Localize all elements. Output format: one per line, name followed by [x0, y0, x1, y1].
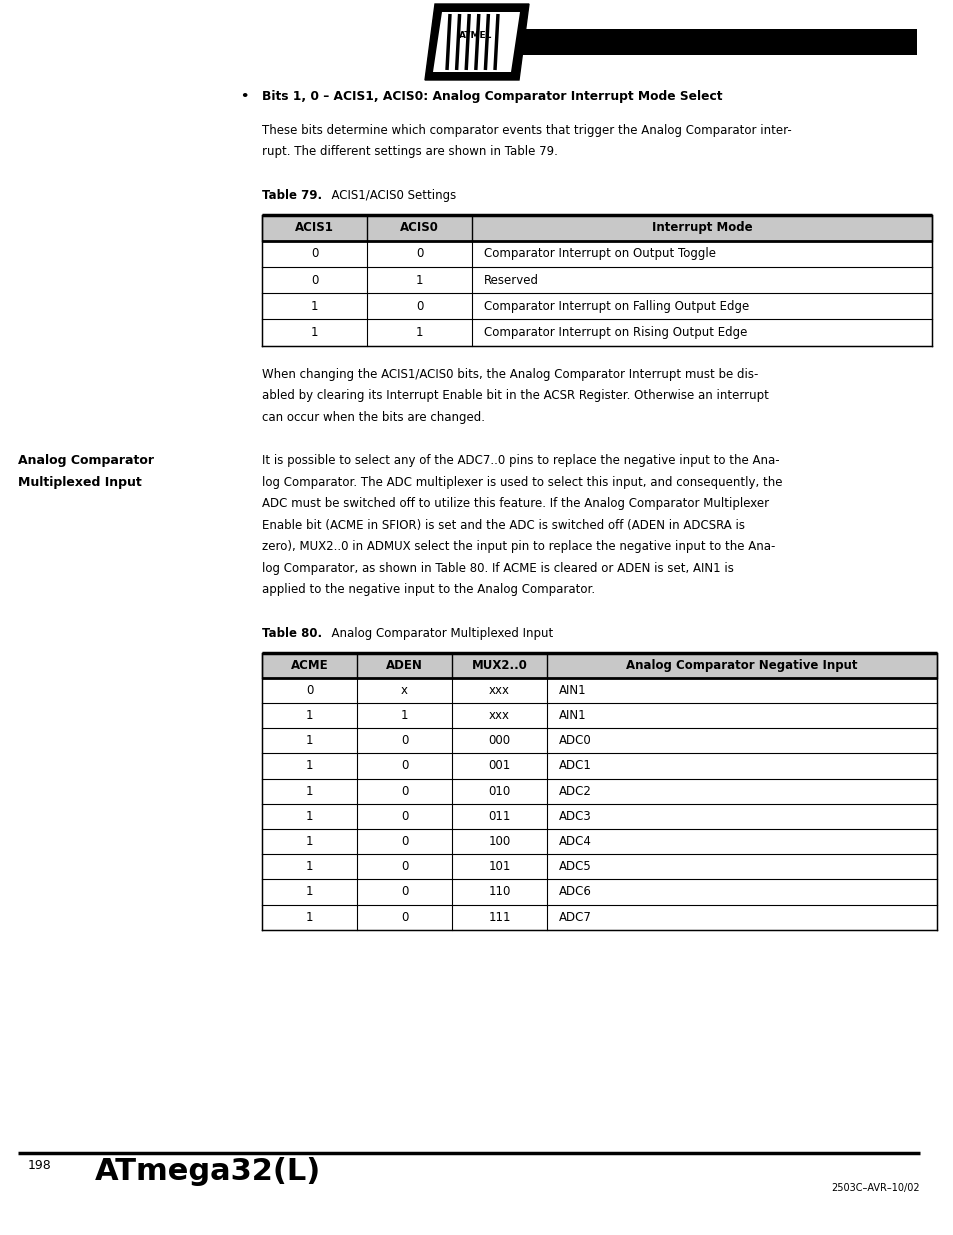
Text: 0: 0	[400, 784, 408, 798]
Text: applied to the negative input to the Analog Comparator.: applied to the negative input to the Ana…	[262, 583, 595, 597]
Text: Multiplexed Input: Multiplexed Input	[18, 475, 142, 489]
Text: xxx: xxx	[489, 684, 510, 697]
Text: ADC5: ADC5	[558, 861, 591, 873]
Text: Comparator Interrupt on Output Toggle: Comparator Interrupt on Output Toggle	[483, 247, 716, 261]
Text: ATMEL: ATMEL	[458, 31, 492, 40]
Text: 0: 0	[416, 300, 423, 312]
Text: 100: 100	[488, 835, 510, 848]
Text: Table 80.: Table 80.	[262, 626, 322, 640]
Text: 198: 198	[28, 1158, 51, 1172]
Text: xxx: xxx	[489, 709, 510, 722]
Text: ADC3: ADC3	[558, 810, 591, 823]
Text: 1: 1	[305, 784, 313, 798]
Text: ACIS1: ACIS1	[294, 221, 334, 235]
Text: When changing the ACIS1/ACIS0 bits, the Analog Comparator Interrupt must be dis-: When changing the ACIS1/ACIS0 bits, the …	[262, 368, 758, 380]
Text: abled by clearing its Interrupt Enable bit in the ACSR Register. Otherwise an in: abled by clearing its Interrupt Enable b…	[262, 389, 768, 403]
Text: 1: 1	[305, 910, 313, 924]
Text: 1: 1	[416, 326, 423, 338]
Text: 1: 1	[305, 734, 313, 747]
Polygon shape	[424, 4, 529, 80]
Text: 0: 0	[311, 247, 318, 261]
Text: It is possible to select any of the ADC7..0 pins to replace the negative input t: It is possible to select any of the ADC7…	[262, 454, 779, 467]
Bar	[521, 30, 916, 56]
Text: Analog Comparator: Analog Comparator	[18, 454, 153, 467]
Text: 110: 110	[488, 885, 510, 898]
Bar	[262, 652, 936, 678]
Text: ATmega32(L): ATmega32(L)	[95, 1157, 321, 1186]
Text: 0: 0	[400, 885, 408, 898]
Text: Comparator Interrupt on Falling Output Edge: Comparator Interrupt on Falling Output E…	[483, 300, 748, 312]
Text: log Comparator, as shown in Table 80. If ACME is cleared or ADEN is set, AIN1 is: log Comparator, as shown in Table 80. If…	[262, 562, 733, 574]
Text: 001: 001	[488, 760, 510, 772]
Text: 0: 0	[400, 835, 408, 848]
Text: Interrupt Mode: Interrupt Mode	[651, 221, 752, 235]
Text: 1: 1	[311, 326, 318, 338]
Text: 0: 0	[416, 247, 423, 261]
Text: ACME: ACME	[291, 658, 328, 672]
Polygon shape	[433, 12, 519, 72]
Text: 1: 1	[305, 760, 313, 772]
Text: 0: 0	[400, 861, 408, 873]
Text: Comparator Interrupt on Rising Output Edge: Comparator Interrupt on Rising Output Ed…	[483, 326, 746, 338]
Text: Table 79.: Table 79.	[262, 189, 322, 201]
Text: 0: 0	[311, 273, 318, 287]
Text: ADC0: ADC0	[558, 734, 591, 747]
Text: ACIS0: ACIS0	[399, 221, 438, 235]
Text: 1: 1	[416, 273, 423, 287]
Text: ACIS1/ACIS0 Settings: ACIS1/ACIS0 Settings	[324, 189, 456, 201]
Text: ®: ®	[512, 69, 517, 74]
Text: Reserved: Reserved	[483, 273, 538, 287]
Text: zero), MUX2..0 in ADMUX select the input pin to replace the negative input to th: zero), MUX2..0 in ADMUX select the input…	[262, 540, 775, 553]
Text: log Comparator. The ADC multiplexer is used to select this input, and consequent: log Comparator. The ADC multiplexer is u…	[262, 475, 781, 489]
Text: 1: 1	[305, 885, 313, 898]
Text: Enable bit (ACME in SFIOR) is set and the ADC is switched off (ADEN in ADCSRA is: Enable bit (ACME in SFIOR) is set and th…	[262, 519, 744, 531]
Text: 0: 0	[400, 910, 408, 924]
Text: 0: 0	[400, 734, 408, 747]
Text: ADC4: ADC4	[558, 835, 591, 848]
Bar	[262, 215, 931, 241]
Text: can occur when the bits are changed.: can occur when the bits are changed.	[262, 410, 484, 424]
Text: Bits 1, 0 – ACIS1, ACIS0: Analog Comparator Interrupt Mode Select: Bits 1, 0 – ACIS1, ACIS0: Analog Compara…	[262, 90, 721, 103]
Text: ADC2: ADC2	[558, 784, 591, 798]
Text: Analog Comparator Multiplexed Input: Analog Comparator Multiplexed Input	[324, 626, 553, 640]
Text: 1: 1	[305, 709, 313, 722]
Text: These bits determine which comparator events that trigger the Analog Comparator : These bits determine which comparator ev…	[262, 124, 791, 137]
Text: 011: 011	[488, 810, 510, 823]
Text: 0: 0	[400, 760, 408, 772]
Text: •: •	[240, 90, 248, 103]
Text: AIN1: AIN1	[558, 709, 586, 722]
Text: 1: 1	[400, 709, 408, 722]
Text: Analog Comparator Negative Input: Analog Comparator Negative Input	[625, 658, 857, 672]
Text: 111: 111	[488, 910, 510, 924]
Text: 1: 1	[305, 810, 313, 823]
Text: 1: 1	[311, 300, 318, 312]
Text: 1: 1	[305, 861, 313, 873]
Text: 101: 101	[488, 861, 510, 873]
Text: ADC6: ADC6	[558, 885, 591, 898]
Text: ADC7: ADC7	[558, 910, 591, 924]
Text: x: x	[400, 684, 408, 697]
Text: AIN1: AIN1	[558, 684, 586, 697]
Text: ADC1: ADC1	[558, 760, 591, 772]
Text: 000: 000	[488, 734, 510, 747]
Text: 0: 0	[400, 810, 408, 823]
Text: ADC must be switched off to utilize this feature. If the Analog Comparator Multi: ADC must be switched off to utilize this…	[262, 496, 768, 510]
Text: ADEN: ADEN	[386, 658, 422, 672]
Text: 2503C–AVR–10/02: 2503C–AVR–10/02	[830, 1183, 919, 1193]
Text: 1: 1	[305, 835, 313, 848]
Text: 010: 010	[488, 784, 510, 798]
Text: rupt. The different settings are shown in Table 79.: rupt. The different settings are shown i…	[262, 144, 558, 158]
Text: 0: 0	[306, 684, 313, 697]
Text: MUX2..0: MUX2..0	[471, 658, 527, 672]
